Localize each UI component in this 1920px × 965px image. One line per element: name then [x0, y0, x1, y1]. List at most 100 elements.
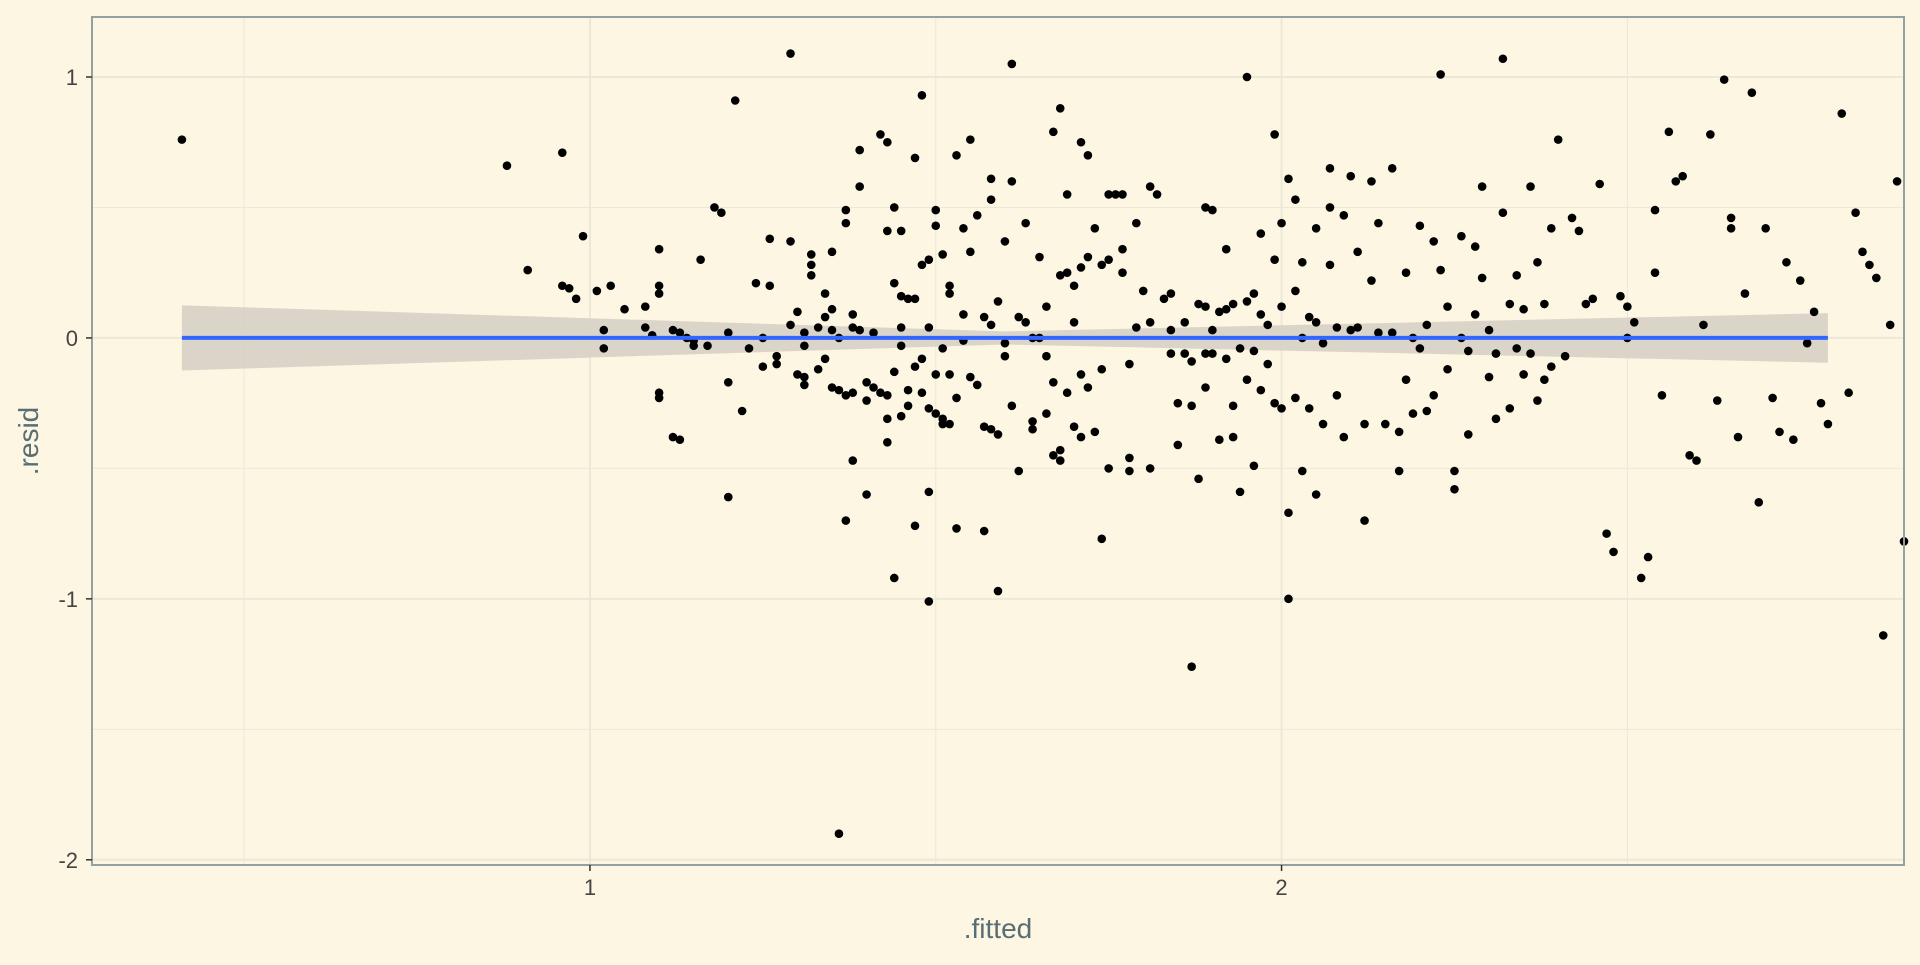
- data-point: [876, 130, 885, 139]
- data-point: [592, 286, 602, 296]
- data-point: [1090, 427, 1100, 437]
- data-point: [1263, 320, 1273, 330]
- data-point: [883, 391, 892, 400]
- data-point: [1284, 594, 1293, 604]
- data-point: [1346, 325, 1356, 335]
- data-point: [599, 344, 609, 353]
- y-tick-label: -1: [58, 587, 78, 612]
- data-point: [730, 96, 740, 105]
- data-point: [966, 372, 975, 382]
- data-point: [917, 90, 927, 100]
- data-point: [1782, 257, 1791, 267]
- data-point: [952, 524, 961, 533]
- data-point: [1892, 177, 1902, 186]
- data-point: [800, 328, 809, 338]
- data-point: [1429, 391, 1439, 400]
- data-point: [1491, 349, 1501, 358]
- data-point: [1235, 487, 1245, 497]
- data-point: [786, 320, 795, 330]
- data-point: [1076, 370, 1086, 379]
- data-point: [806, 271, 816, 280]
- data-point: [689, 341, 698, 351]
- data-point: [1664, 127, 1674, 137]
- data-point: [986, 174, 996, 184]
- data-point: [1118, 244, 1127, 254]
- data-point: [1526, 182, 1535, 191]
- data-point: [931, 370, 941, 379]
- data-point: [903, 401, 913, 411]
- data-point: [620, 304, 629, 314]
- data-point: [1221, 354, 1231, 364]
- data-point: [1111, 190, 1120, 199]
- data-point: [1318, 419, 1328, 429]
- data-point: [1235, 344, 1245, 353]
- data-point: [986, 320, 996, 330]
- data-point: [654, 289, 664, 298]
- data-point: [668, 432, 678, 442]
- data-point: [938, 344, 947, 353]
- data-point: [1076, 137, 1086, 147]
- data-point: [599, 325, 609, 335]
- data-point: [924, 323, 934, 332]
- data-point: [896, 291, 906, 301]
- data-point: [1512, 271, 1522, 280]
- data-point: [896, 411, 906, 421]
- data-point: [1387, 328, 1397, 338]
- data-point: [1470, 310, 1480, 319]
- data-point: [1685, 451, 1694, 460]
- data-point: [827, 304, 837, 314]
- data-point: [1505, 404, 1515, 413]
- data-point: [945, 289, 954, 298]
- data-point: [889, 203, 899, 212]
- data-point: [1616, 291, 1625, 301]
- data-point: [675, 328, 685, 338]
- data-point: [1374, 328, 1383, 338]
- data-point: [1650, 268, 1660, 278]
- data-point: [1865, 260, 1874, 270]
- data-point: [910, 362, 920, 371]
- data-point: [1851, 208, 1860, 217]
- data-point: [1145, 464, 1155, 473]
- data-point: [1553, 135, 1563, 144]
- data-point: [1311, 224, 1321, 233]
- data-point: [1256, 310, 1266, 319]
- data-point: [1049, 451, 1058, 460]
- data-point: [557, 281, 567, 291]
- data-point: [1657, 391, 1667, 400]
- data-point: [1415, 221, 1425, 231]
- data-point: [1643, 552, 1653, 562]
- data-point: [1802, 338, 1812, 348]
- data-point: [869, 328, 878, 338]
- data-point: [1477, 182, 1487, 191]
- data-point: [1104, 255, 1113, 264]
- x-axis-title: .fitted: [964, 913, 1032, 944]
- data-point: [945, 370, 954, 379]
- data-point: [1394, 466, 1404, 476]
- data-point: [813, 323, 823, 332]
- data-point: [1325, 203, 1335, 212]
- data-point: [765, 234, 775, 244]
- data-point: [862, 396, 871, 405]
- data-point: [1422, 320, 1432, 330]
- data-point: [1270, 398, 1279, 408]
- data-point: [1277, 302, 1286, 311]
- data-point: [710, 203, 719, 212]
- data-point: [1567, 213, 1577, 223]
- data-point: [1097, 534, 1107, 544]
- data-point: [1429, 237, 1439, 246]
- data-point: [758, 362, 768, 371]
- data-point: [1623, 302, 1632, 311]
- data-point: [841, 516, 851, 525]
- data-point: [1401, 268, 1411, 278]
- data-point: [806, 250, 816, 259]
- data-point: [1263, 359, 1273, 369]
- data-point: [813, 364, 823, 374]
- data-point: [1000, 338, 1010, 348]
- data-point: [820, 354, 830, 364]
- data-point: [896, 226, 906, 236]
- data-point: [966, 135, 975, 144]
- data-point: [1256, 229, 1266, 238]
- data-point: [1367, 276, 1376, 285]
- data-point: [1055, 271, 1065, 280]
- data-point: [1277, 218, 1286, 228]
